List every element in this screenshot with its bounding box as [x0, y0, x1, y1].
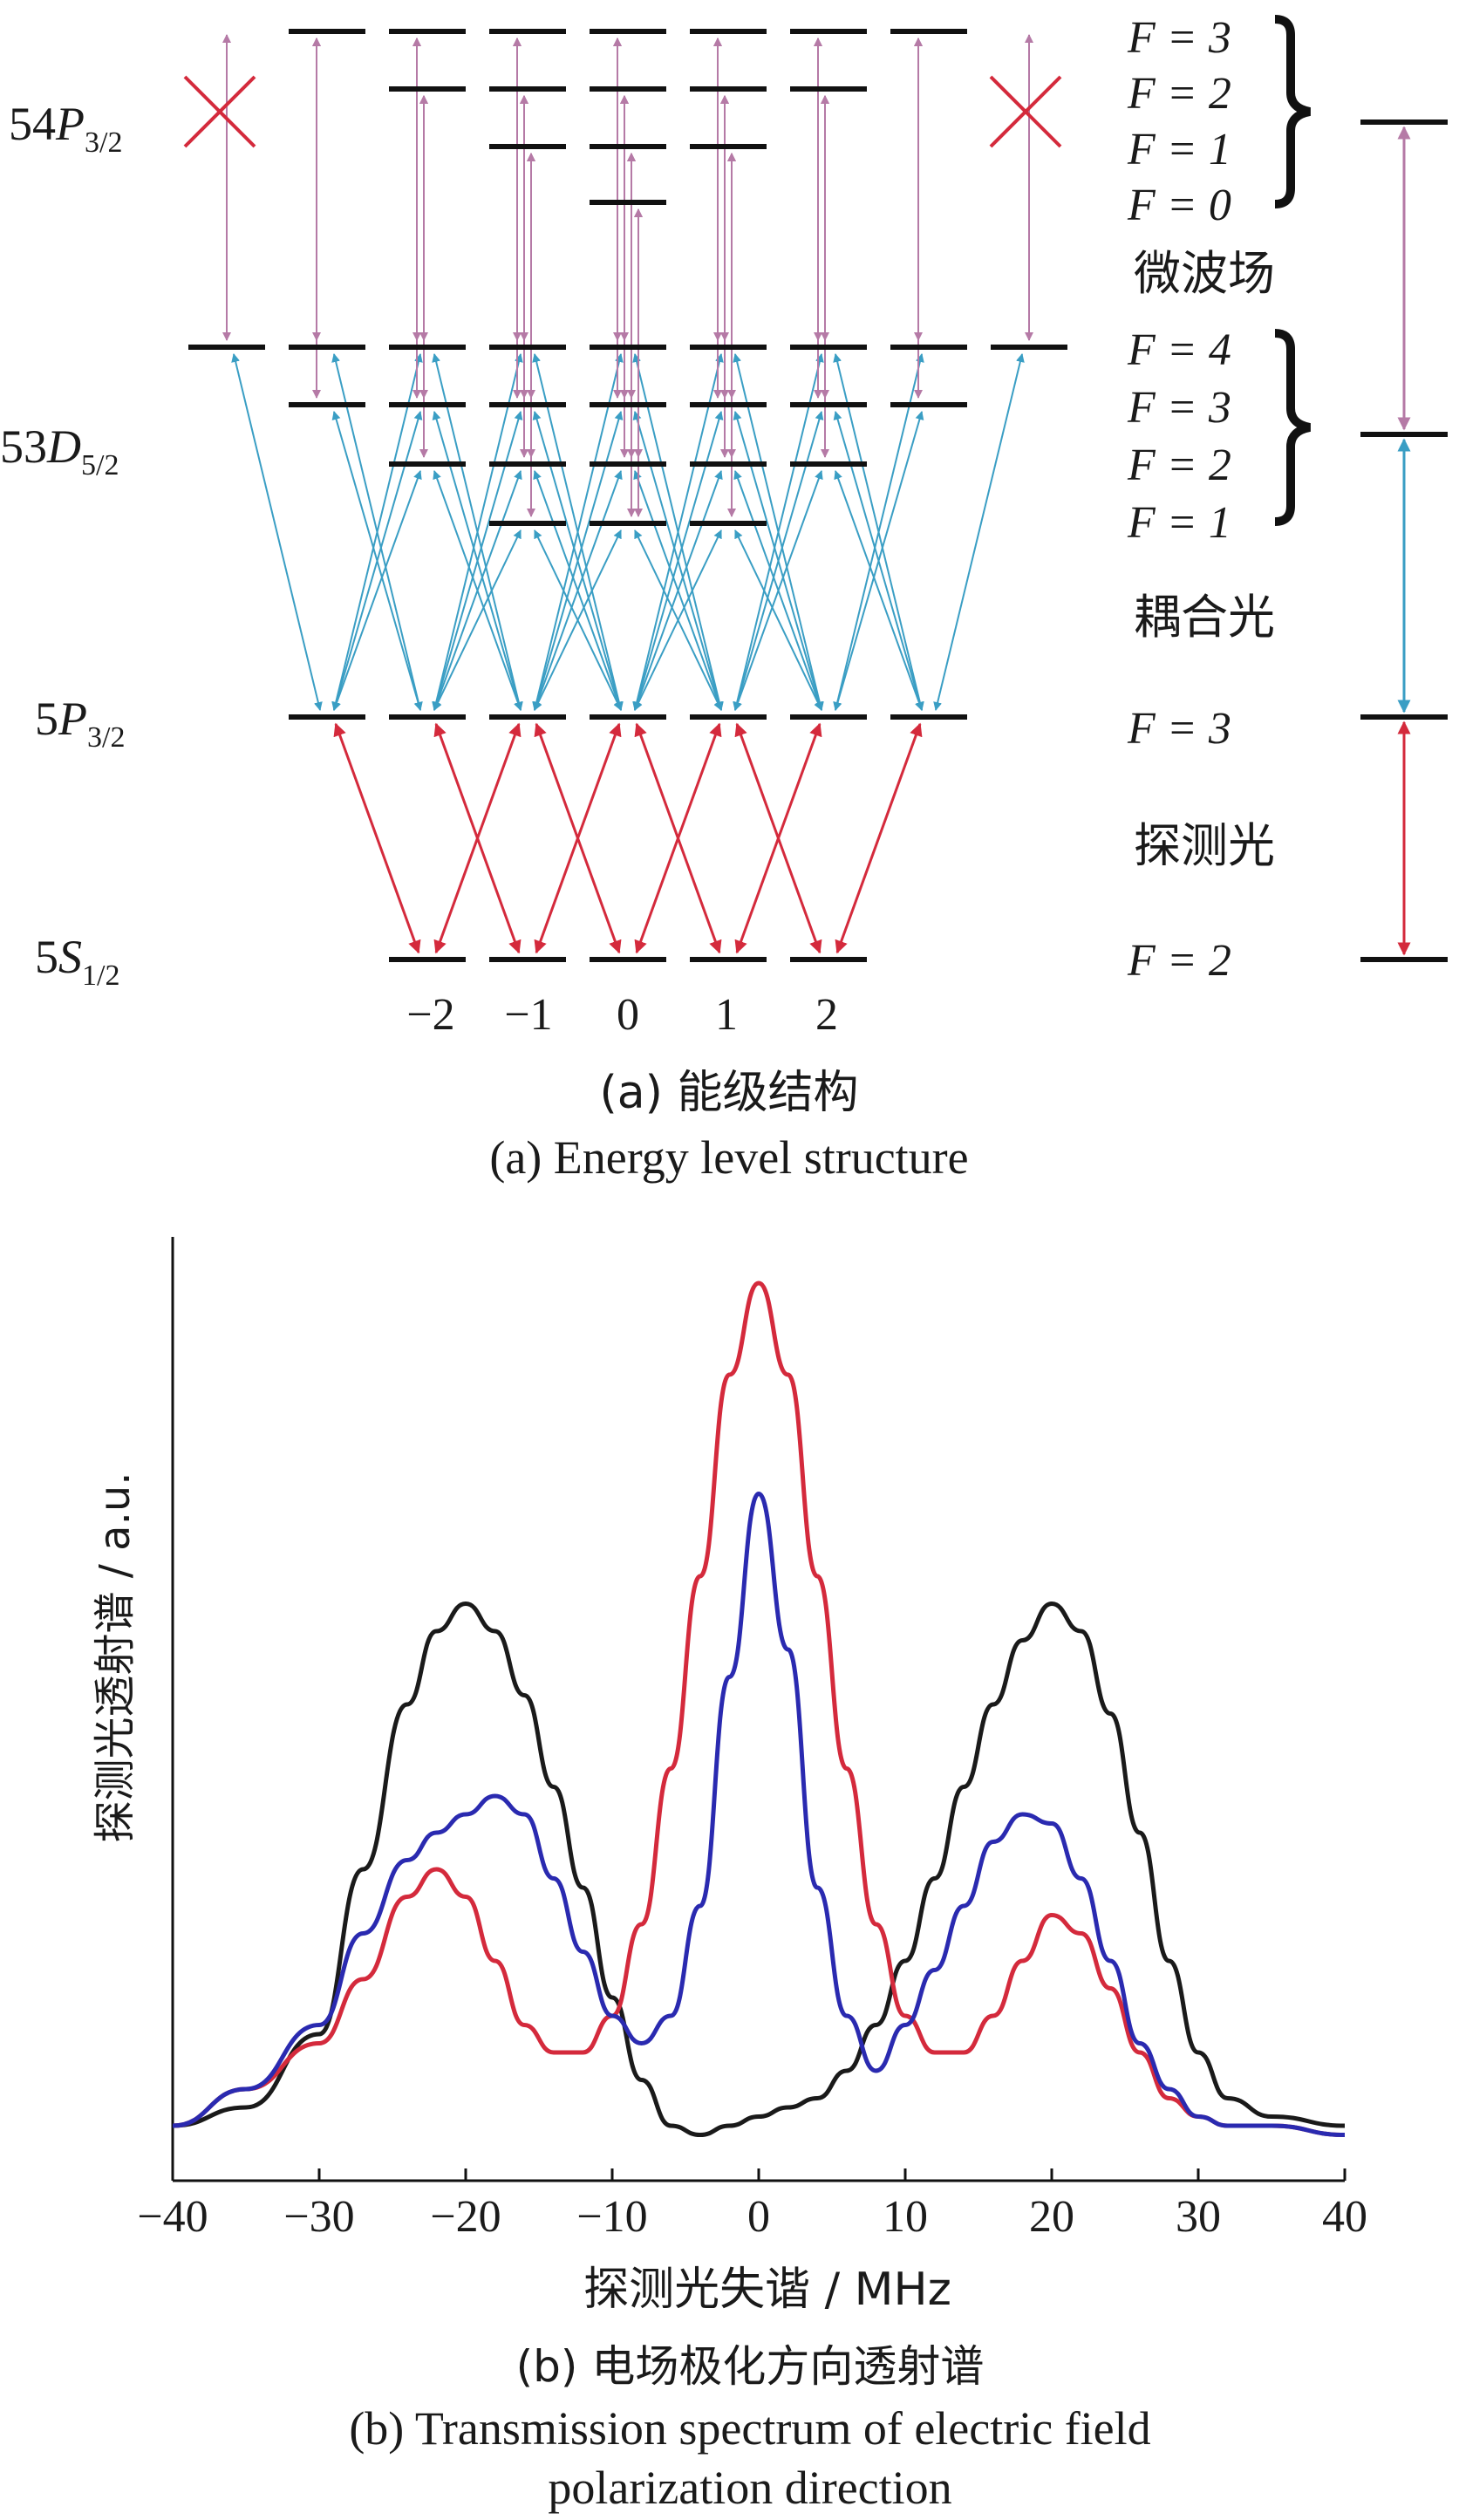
coupling-transition — [933, 353, 1025, 711]
coupling-transition — [231, 353, 323, 711]
spectrum-series-1 — [172, 1280, 1346, 2137]
mf-labels: −2 −1 0 1 2 — [406, 990, 838, 1040]
svg-text:1: 1 — [715, 990, 738, 1040]
energy-levels — [188, 29, 1067, 962]
coupling-transition — [433, 529, 522, 711]
svg-text:0: 0 — [617, 990, 639, 1040]
coupling-transition — [433, 470, 522, 711]
svg-text:−1: −1 — [504, 990, 552, 1040]
y-axis-label: 探测光透射谱 / a.u. — [91, 1472, 140, 1842]
caption-b-cn: (b) 电场极化方向透射谱 — [516, 2341, 985, 2392]
svg-text:2: 2 — [815, 990, 838, 1040]
svg-text:F = 3: F = 3 — [1127, 383, 1231, 433]
x-tick-label: −20 — [430, 2192, 501, 2242]
x-tick-label: 0 — [747, 2192, 770, 2242]
coupling-transition — [634, 529, 722, 711]
forbidden-cross-left-icon — [183, 75, 256, 148]
transmission-chart: −40 −30 −20 −10 0 10 20 30 40 探测光透射谱 / a.u. 探测光失… — [91, 1237, 1367, 2316]
brace-53d — [1274, 329, 1312, 526]
coupling-transition — [331, 411, 423, 711]
coupling-transition — [332, 470, 422, 711]
caption-b-en-line2: polarization direction — [548, 2462, 951, 2514]
x-tick-label: 20 — [1029, 2192, 1074, 2242]
spectrum-series-2 — [172, 1492, 1346, 2137]
forbidden-cross-right-icon — [989, 75, 1062, 148]
label-53d52: 53D5/2 — [0, 420, 119, 481]
probe-transition — [634, 722, 722, 954]
svg-text:F = 1: F = 1 — [1127, 125, 1231, 174]
probe-transition — [835, 722, 923, 954]
f-label-5p: F = 3 — [1127, 704, 1231, 754]
probe-transition — [433, 722, 522, 954]
svg-text:F = 3: F = 3 — [1127, 13, 1231, 63]
x-tick-label: −30 — [283, 2192, 354, 2242]
spectrum-series-0 — [172, 1601, 1346, 2137]
svg-text:−2: −2 — [406, 990, 454, 1040]
probe-transition — [734, 722, 822, 954]
coupling-transition — [534, 529, 622, 711]
svg-text:F = 2: F = 2 — [1127, 69, 1231, 119]
x-ticks: −40 −30 −20 −10 0 10 20 30 40 — [137, 2168, 1367, 2242]
caption-a-en: (a) Energy level structure — [489, 1131, 968, 1184]
x-tick-label: 10 — [883, 2192, 928, 2242]
svg-text:F = 2: F = 2 — [1127, 440, 1231, 490]
svg-text:F = 4: F = 4 — [1127, 325, 1231, 375]
svg-text:F = 1: F = 1 — [1127, 498, 1231, 548]
label-5s12: 5S1/2 — [35, 931, 119, 992]
coupling-transition — [734, 529, 822, 711]
simple-ladder — [1360, 120, 1448, 962]
caption-a-cn: (a) 能级结构 — [600, 1067, 859, 1119]
x-tick-label: −40 — [137, 2192, 208, 2242]
x-tick-label: 30 — [1176, 2192, 1221, 2242]
label-54p32: 54P3/2 — [9, 98, 122, 159]
probe-transition — [534, 722, 622, 954]
f-labels-54p: F = 3 F = 2 F = 1 F = 0 — [1127, 13, 1231, 230]
transition-arrows — [222, 34, 1033, 954]
x-axis-label: 探测光失谐 / MHz — [583, 2264, 951, 2316]
label-5p32: 5P3/2 — [35, 693, 125, 754]
x-tick-label: 40 — [1322, 2192, 1367, 2242]
label-probe: 探测光 — [1134, 818, 1275, 873]
label-microwave: 微波场 — [1134, 246, 1275, 301]
label-coupling: 耦合光 — [1134, 590, 1275, 645]
caption-b-en-line1: (b) Transmission spectrum of electric fi… — [349, 2402, 1150, 2455]
svg-text:F = 0: F = 0 — [1127, 181, 1231, 230]
x-tick-label: −10 — [576, 2192, 647, 2242]
brace-54p — [1274, 15, 1312, 208]
f-labels-53d: F = 4 F = 3 F = 2 F = 1 — [1127, 325, 1231, 548]
f-label-5s: F = 2 — [1127, 936, 1231, 986]
spectrum-curves — [172, 1280, 1346, 2137]
probe-transition — [333, 722, 421, 954]
coupling-transition — [834, 470, 924, 711]
